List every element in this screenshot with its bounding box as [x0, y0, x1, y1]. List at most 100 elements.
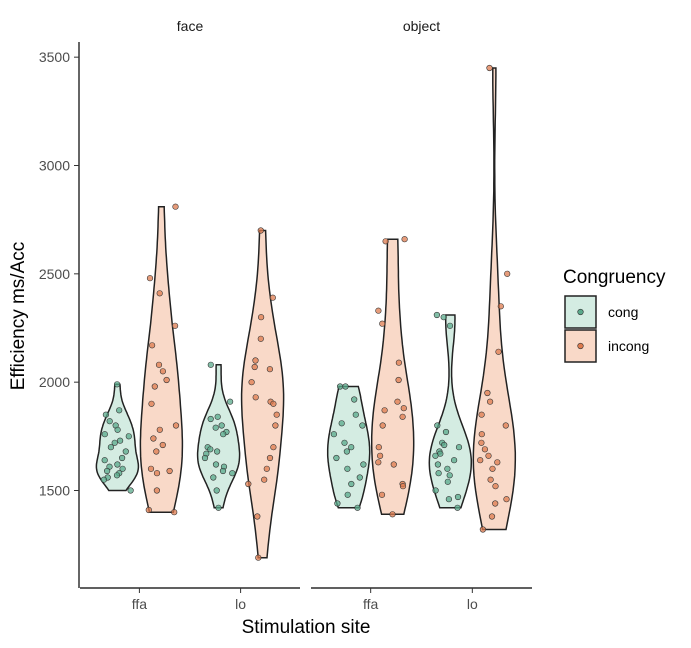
data-point [156, 290, 163, 297]
data-point [155, 361, 163, 368]
data-point [251, 363, 258, 371]
data-point [442, 428, 450, 436]
x-tick-label: ffa [363, 596, 379, 612]
data-point [352, 411, 359, 418]
legend-label-incong: incong [608, 338, 649, 354]
data-point [113, 381, 121, 388]
data-point [258, 314, 265, 321]
data-point [446, 472, 453, 479]
data-point [485, 452, 492, 459]
data-point [341, 439, 348, 446]
data-point [263, 465, 270, 472]
data-point [451, 457, 458, 464]
data-point [435, 470, 442, 477]
data-point [254, 513, 261, 520]
data-point [488, 513, 496, 520]
violin-ffa-incong [370, 238, 415, 516]
data-point [166, 467, 173, 475]
data-point [399, 483, 407, 490]
data-point [344, 465, 351, 472]
data-point [343, 448, 351, 455]
data-point [101, 457, 108, 464]
data-point [375, 307, 382, 314]
data-point [116, 437, 124, 444]
data-point [351, 396, 358, 403]
data-point [159, 368, 166, 375]
data-point [399, 413, 406, 420]
data-point [400, 405, 407, 412]
data-point [389, 511, 396, 518]
data-point [146, 275, 154, 282]
data-point [101, 431, 108, 438]
data-point [344, 491, 351, 498]
y-axis-title: Efficiency ms/Acc [8, 242, 29, 391]
data-point [219, 467, 227, 475]
data-point [227, 398, 234, 405]
y-axis: 1500 2000 2500 3000 3500 [39, 42, 80, 588]
data-point [477, 457, 484, 464]
data-point [151, 383, 158, 390]
data-point [381, 407, 388, 414]
data-point [229, 470, 236, 477]
data-point [257, 335, 264, 342]
data-point [440, 314, 447, 321]
data-point [478, 411, 485, 418]
data-point [489, 465, 496, 472]
data-point [212, 461, 220, 468]
data-point [487, 398, 494, 405]
violin-lo-cong [196, 364, 241, 509]
data-point [348, 480, 355, 488]
legend-label-cong: cong [608, 304, 638, 320]
data-point [116, 407, 123, 414]
data-point [153, 448, 160, 455]
x-tick-label: lo [467, 596, 478, 612]
data-point [201, 454, 209, 462]
data-point [478, 439, 485, 446]
data-point [270, 444, 277, 451]
data-point [103, 467, 111, 475]
data-point [433, 311, 441, 319]
data-point [486, 64, 493, 72]
data-point [394, 398, 401, 405]
data-point [118, 454, 126, 462]
y-tick-label: 2000 [39, 374, 70, 390]
data-point [494, 459, 501, 466]
data-point [441, 441, 448, 449]
data-point [207, 361, 214, 368]
strip-label: object [403, 18, 440, 34]
data-point [434, 461, 442, 468]
data-point [111, 439, 118, 446]
data-point [266, 454, 274, 462]
data-point [218, 422, 225, 429]
data-point [395, 359, 403, 366]
data-point [379, 320, 386, 327]
data-point [273, 411, 280, 418]
data-point [272, 422, 279, 429]
strip-label: face [177, 18, 204, 34]
data-point [153, 470, 161, 477]
data-point [147, 465, 155, 472]
data-point [113, 472, 121, 479]
data-point [334, 500, 341, 507]
data-point [172, 422, 180, 429]
data-point [122, 448, 129, 455]
data-point [502, 422, 509, 429]
data-point [214, 448, 221, 455]
data-point [214, 413, 221, 420]
data-point [245, 480, 252, 488]
data-point [401, 236, 408, 243]
data-point [172, 203, 179, 210]
data-point [171, 509, 178, 516]
data-point [220, 431, 227, 438]
x-axis-title: Stimulation site [242, 617, 371, 638]
data-point [159, 441, 166, 449]
data-point [375, 444, 382, 451]
data-point [432, 487, 439, 494]
panel-object: object ffa lo [311, 18, 532, 612]
panels: face ffa lo object ffa lo [80, 18, 532, 612]
violin-ffa-incong [139, 205, 184, 513]
data-point [444, 478, 451, 485]
data-point [360, 461, 367, 468]
legend-point-incong [577, 342, 584, 350]
data-point [503, 496, 510, 503]
